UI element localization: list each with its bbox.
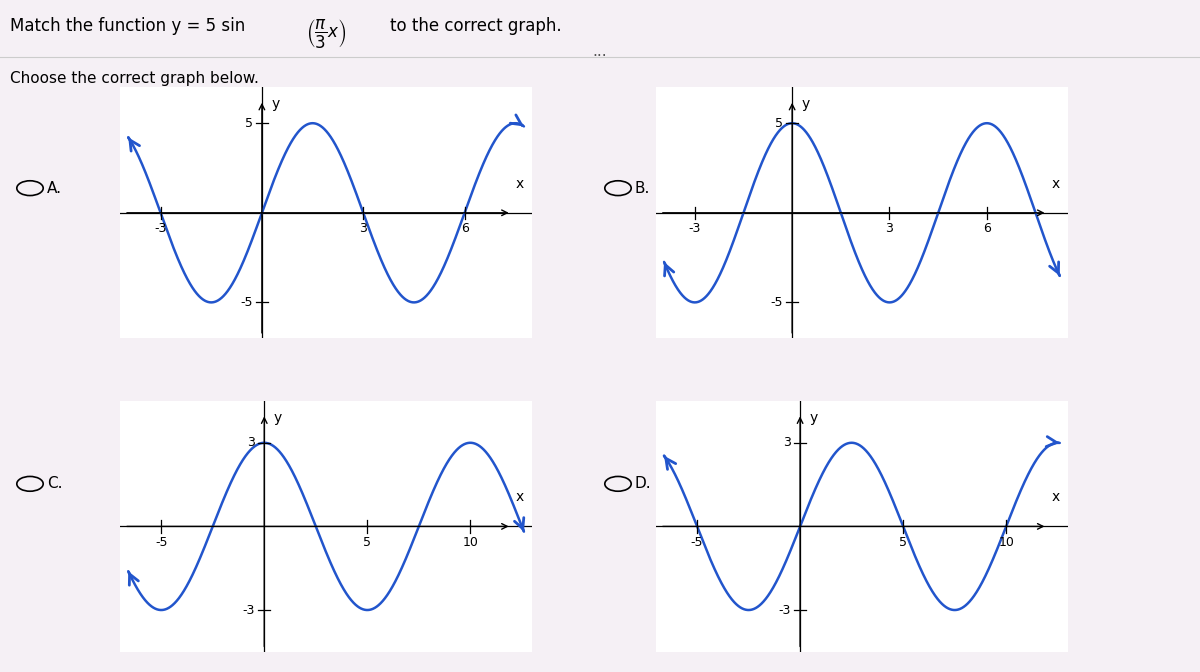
Text: 5: 5 [899, 536, 907, 549]
Text: A.: A. [47, 181, 62, 196]
Text: to the correct graph.: to the correct graph. [390, 17, 562, 35]
Text: y: y [802, 97, 810, 112]
Text: 5: 5 [775, 117, 782, 130]
Text: 5: 5 [364, 536, 371, 549]
Text: 6: 6 [461, 222, 468, 235]
Text: 10: 10 [462, 536, 479, 549]
Text: C.: C. [47, 476, 62, 491]
Text: -5: -5 [240, 296, 253, 309]
Text: -3: -3 [155, 222, 167, 235]
Text: $\left(\dfrac{\pi}{3}x\right)$: $\left(\dfrac{\pi}{3}x\right)$ [306, 17, 347, 50]
Text: y: y [274, 411, 282, 425]
Text: -5: -5 [155, 536, 168, 549]
Text: B.: B. [635, 181, 650, 196]
Text: y: y [809, 411, 817, 425]
Text: 3: 3 [359, 222, 367, 235]
Text: x: x [516, 491, 524, 505]
Text: Choose the correct graph below.: Choose the correct graph below. [10, 71, 258, 85]
Text: -5: -5 [770, 296, 782, 309]
Text: -5: -5 [691, 536, 703, 549]
Text: x: x [1051, 491, 1060, 505]
Text: ...: ... [593, 44, 607, 58]
Text: -3: -3 [242, 603, 254, 616]
Text: Match the function y = 5 sin: Match the function y = 5 sin [10, 17, 245, 35]
Text: D.: D. [635, 476, 652, 491]
Text: x: x [516, 177, 524, 191]
Text: 6: 6 [983, 222, 991, 235]
Text: 3: 3 [886, 222, 894, 235]
Text: 3: 3 [247, 436, 254, 450]
Text: 5: 5 [245, 117, 253, 130]
Text: x: x [1051, 177, 1060, 191]
Text: 3: 3 [782, 436, 791, 450]
Text: y: y [271, 97, 280, 112]
Text: 10: 10 [998, 536, 1014, 549]
Text: -3: -3 [779, 603, 791, 616]
Text: -3: -3 [689, 222, 701, 235]
